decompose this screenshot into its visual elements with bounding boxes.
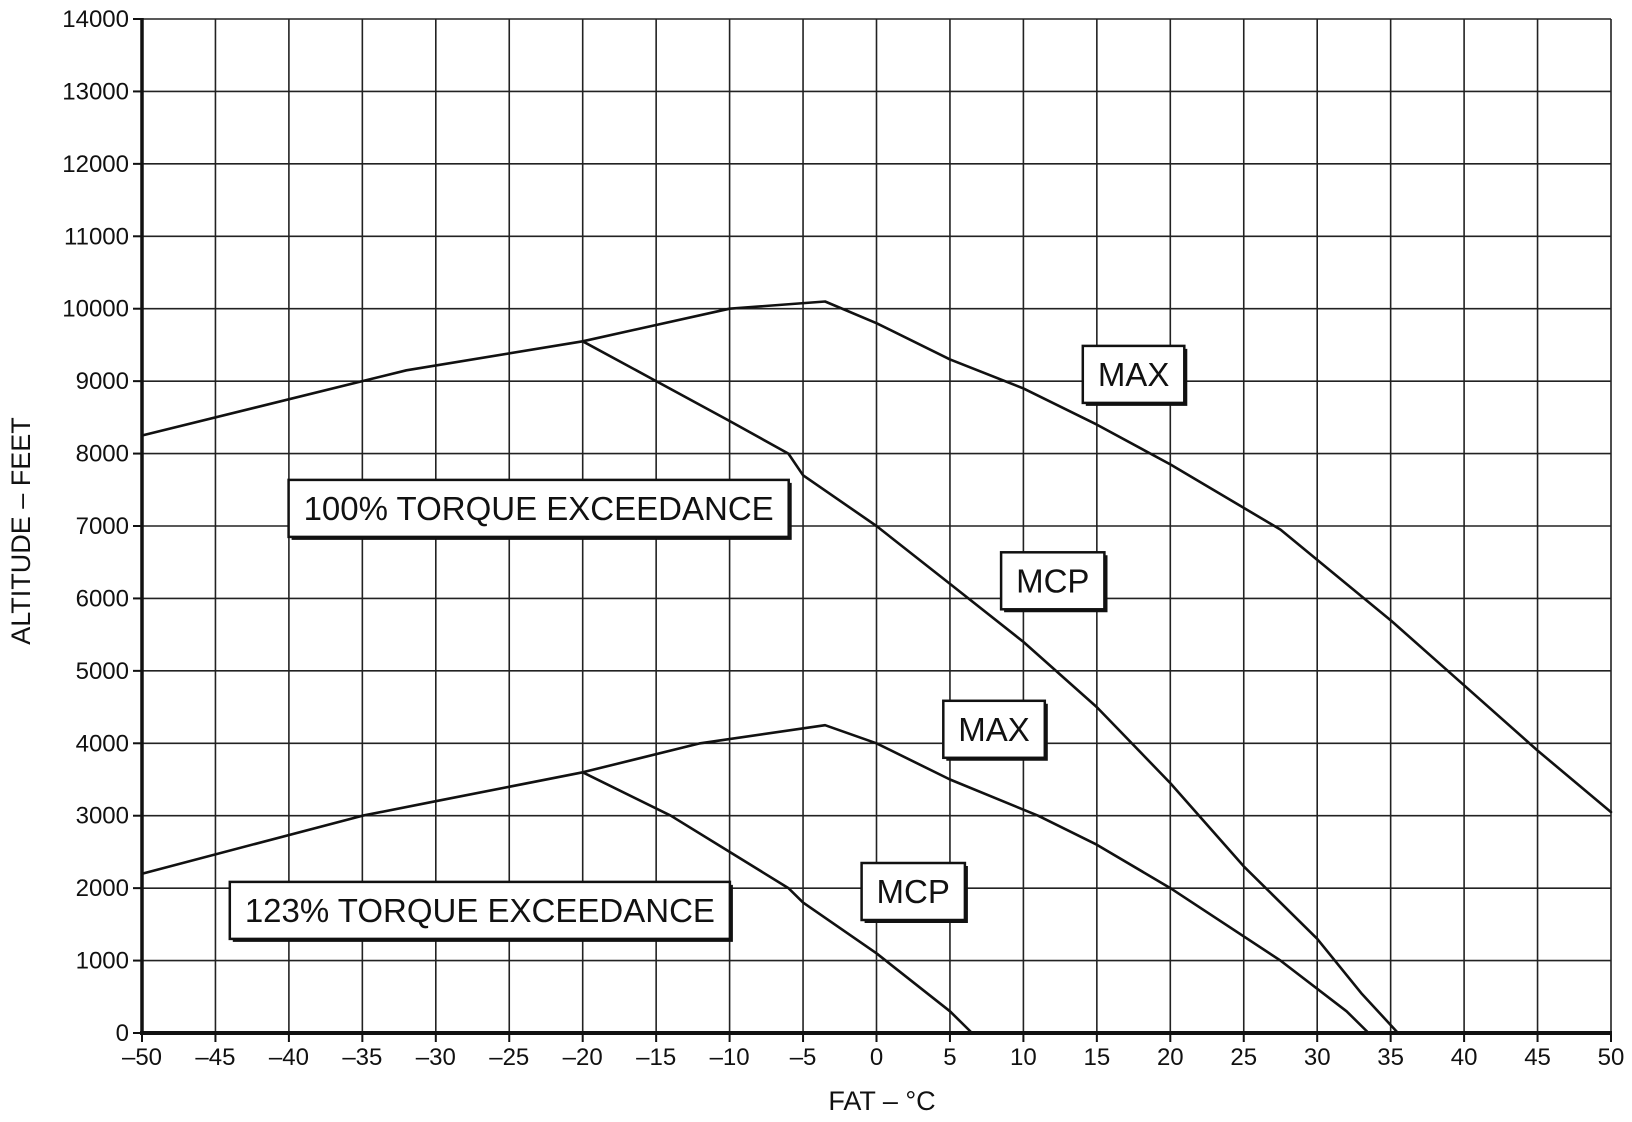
y-tick-label: 14000: [62, 6, 129, 33]
annotation-box-shadow: [1004, 555, 1108, 613]
y-tick-label: 11000: [64, 223, 129, 250]
x-tick-label: –5: [790, 1044, 817, 1071]
annotation-box-shadow: [1085, 348, 1188, 406]
series-line-upper-mcp: [581, 339, 1400, 1035]
x-tick-label: 10: [1010, 1044, 1037, 1071]
annotation-box: [860, 861, 967, 922]
x-tick-label: –30: [416, 1044, 456, 1071]
annotation-box-shadow: [864, 866, 968, 923]
x-tick-label: 30: [1304, 1044, 1331, 1071]
series-line-lower-mcp: [581, 770, 974, 1035]
x-tick-label: –45: [195, 1044, 235, 1071]
x-tick-label: –40: [269, 1044, 309, 1071]
annotation-box-shadow: [291, 482, 792, 540]
y-tick-label: 0: [116, 1020, 129, 1047]
x-tick-label: 25: [1230, 1044, 1257, 1071]
annotation-mcp-upper: MCP: [999, 551, 1108, 613]
tick-labels: –50 –45 –40 –35 –30 –25 –20 –15 –10 –5 0 5 10 15 20 25 3…: [62, 6, 1624, 1071]
x-tick-label: 0: [870, 1044, 883, 1071]
x-tick-label: 35: [1377, 1044, 1404, 1071]
y-tick-label: 13000: [62, 78, 129, 105]
y-tick-label: 7000: [76, 513, 129, 540]
series-lines: [140, 300, 1613, 1035]
x-tick-label: –20: [563, 1044, 603, 1071]
x-tick-label: 40: [1451, 1044, 1478, 1071]
y-axis-label: ALTITUDE – FEET: [6, 417, 36, 645]
x-tick-label: –15: [636, 1044, 676, 1071]
annotation-text: MCP: [1016, 562, 1089, 599]
y-tick-label: 2000: [76, 875, 129, 902]
annotation-text: MCP: [877, 873, 950, 910]
x-tick-label: –50: [122, 1044, 162, 1071]
y-tick-label: 12000: [62, 151, 129, 178]
annotation-box: [287, 478, 790, 539]
annotation-torque-100: 100% TORQUE EXCEEDANCE: [287, 478, 792, 540]
x-axis-label: FAT – °C: [828, 1086, 935, 1116]
series-line-upper-max: [140, 300, 1613, 814]
y-tick-label: 8000: [76, 441, 129, 468]
annotation-box: [1081, 344, 1186, 405]
x-tick-label: –35: [342, 1044, 382, 1071]
annotation-box-shadow: [946, 703, 1048, 761]
annotation-box: [228, 880, 732, 941]
annotation-text: 123% TORQUE EXCEEDANCE: [245, 892, 715, 929]
y-tick-label: 1000: [76, 948, 129, 975]
annotation-box: [942, 699, 1047, 760]
annotation-box: [999, 551, 1106, 611]
annotation-text: MAX: [958, 711, 1030, 748]
grid-lines: [141, 18, 1612, 1034]
y-tick-label: 4000: [76, 730, 129, 757]
x-tick-label: 50: [1598, 1044, 1625, 1071]
x-tick-label: 45: [1524, 1044, 1551, 1071]
x-tick-label: 15: [1083, 1044, 1110, 1071]
x-tick-label: –10: [710, 1044, 750, 1071]
x-tick-label: –25: [489, 1044, 529, 1071]
y-tick-label: 3000: [76, 803, 129, 830]
annotation-max-upper: MAX: [1081, 344, 1188, 406]
x-tick-label: 5: [943, 1044, 956, 1071]
y-tick-label: 5000: [76, 658, 129, 685]
x-tick-label: 20: [1157, 1044, 1184, 1071]
annotation-mcp-lower: MCP: [860, 861, 968, 923]
y-tick-label: 10000: [62, 296, 129, 323]
annotation-max-lower: MAX: [942, 699, 1048, 761]
series-line-lower-max: [140, 723, 1370, 1035]
y-tick-label: 9000: [76, 368, 129, 395]
annotation-text: 100% TORQUE EXCEEDANCE: [304, 490, 774, 527]
annotations: MAX MCP 100% TORQUE EXCEEDANCE MAX MCP 123% T…: [228, 344, 1188, 942]
y-tick-label: 6000: [76, 585, 129, 612]
axes: [133, 18, 1612, 1042]
annotation-box-shadow: [232, 884, 733, 942]
annotation-torque-123: 123% TORQUE EXCEEDANCE: [228, 880, 733, 942]
annotation-text: MAX: [1098, 356, 1170, 393]
